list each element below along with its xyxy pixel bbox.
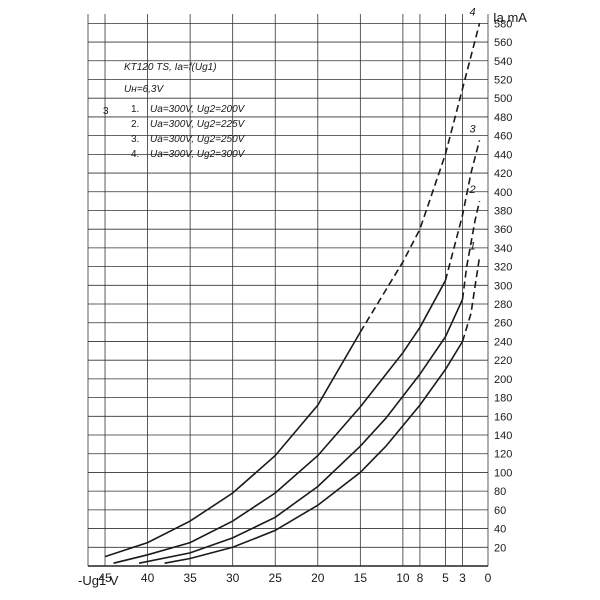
legend-entry-2-text: Ua=300V, Ug2=225V: [150, 119, 246, 130]
y-tick-label: 40: [494, 524, 506, 536]
curve-label-2: 2: [468, 184, 475, 196]
y-tick-label: 540: [494, 56, 512, 68]
curves: [104, 23, 481, 564]
y-tick-label: 340: [494, 243, 512, 255]
grid: [87, 14, 489, 567]
y-tick-label: 440: [494, 149, 512, 161]
legend-entry-2-id: 2.: [131, 119, 139, 130]
x-tick-label: 25: [269, 571, 283, 585]
curve-2-dashed: [461, 200, 481, 300]
chart-subtitle: Uн=6,3V: [124, 84, 164, 95]
y-tick-label: 100: [494, 467, 512, 479]
curve-labels: 1 2 3 4: [468, 6, 476, 252]
y-tick-label: 280: [494, 299, 512, 311]
y-tick-label: 220: [494, 355, 512, 367]
y-tick-labels: 20 40 60 80 100 120 140 160 180 200 220 240 260 280 30…: [494, 18, 512, 554]
curve-1-solid: [164, 341, 464, 564]
y-tick-label: 380: [494, 205, 512, 217]
x-axis-label: -Ug1 V: [78, 573, 119, 588]
curve-1-dashed: [461, 257, 481, 342]
y-tick-label: 480: [494, 112, 512, 124]
x-tick-label: 20: [311, 571, 325, 585]
y-tick-label: 360: [494, 224, 512, 236]
y-tick-label: 460: [494, 131, 512, 143]
x-tick-label: 5: [442, 571, 449, 585]
x-tick-label: 30: [226, 571, 240, 585]
y-tick-label: 500: [494, 93, 512, 105]
legend-entry-1-text: Ua=300V, Ug2=200V: [150, 104, 246, 115]
curve-label-1: 1: [469, 240, 475, 252]
y-tick-label: 260: [494, 318, 512, 330]
legend-entry-1-id: 1.: [131, 104, 139, 115]
y-tick-label: 20: [494, 542, 506, 554]
legend-entry-3-id: 3.: [131, 134, 139, 145]
legend-marker: 3: [103, 106, 109, 117]
curve-3-solid: [113, 280, 447, 564]
y-tick-label: 180: [494, 393, 512, 405]
x-tick-label: 10: [396, 571, 410, 585]
chart-title: KT120 TS, Ia=f(Ug1): [124, 62, 217, 73]
x-tick-label: 3: [459, 571, 466, 585]
x-tick-label: 45: [98, 571, 112, 585]
y-tick-label: 80: [494, 486, 506, 498]
legend: 1. Ua=300V, Ug2=200V 2. Ua=300V, Ug2=225…: [131, 104, 246, 160]
y-tick-label: 300: [494, 280, 512, 292]
x-tick-labels: 45 40 35 30 25 20 15 10 8 5 3 0: [98, 571, 491, 585]
y-tick-label: 160: [494, 411, 512, 423]
x-tick-label: 35: [183, 571, 197, 585]
x-tick-label: 40: [141, 571, 155, 585]
y-tick-label: 200: [494, 374, 512, 386]
legend-entry-4-id: 4.: [131, 149, 139, 160]
y-tick-label: 580: [494, 18, 512, 30]
curve-4-solid: [104, 331, 361, 558]
y-tick-label: 240: [494, 336, 512, 348]
curve-3-dashed: [444, 140, 481, 281]
y-tick-label: 520: [494, 74, 512, 86]
curve-2-solid: [138, 299, 464, 564]
legend-entry-3-text: Ua=300V, Ug2=250V: [150, 134, 246, 145]
y-tick-label: 560: [494, 37, 512, 49]
y-axis-label: Ia mA: [493, 10, 527, 25]
x-tick-label: 15: [354, 571, 368, 585]
curve-label-3: 3: [469, 123, 476, 135]
y-tick-label: 120: [494, 449, 512, 461]
legend-entry-4-text: Ua=300V, Ug2=300V: [150, 149, 246, 160]
x-tick-label: 8: [417, 571, 424, 585]
y-tick-label: 60: [494, 505, 506, 517]
y-tick-label: 140: [494, 430, 512, 442]
y-tick-label: 320: [494, 262, 512, 274]
y-tick-label: 420: [494, 168, 512, 180]
y-tick-label: 400: [494, 187, 512, 199]
curve-4-dashed: [359, 23, 481, 333]
x-tick-label: 0: [485, 571, 492, 585]
curve-label-4: 4: [469, 6, 475, 18]
